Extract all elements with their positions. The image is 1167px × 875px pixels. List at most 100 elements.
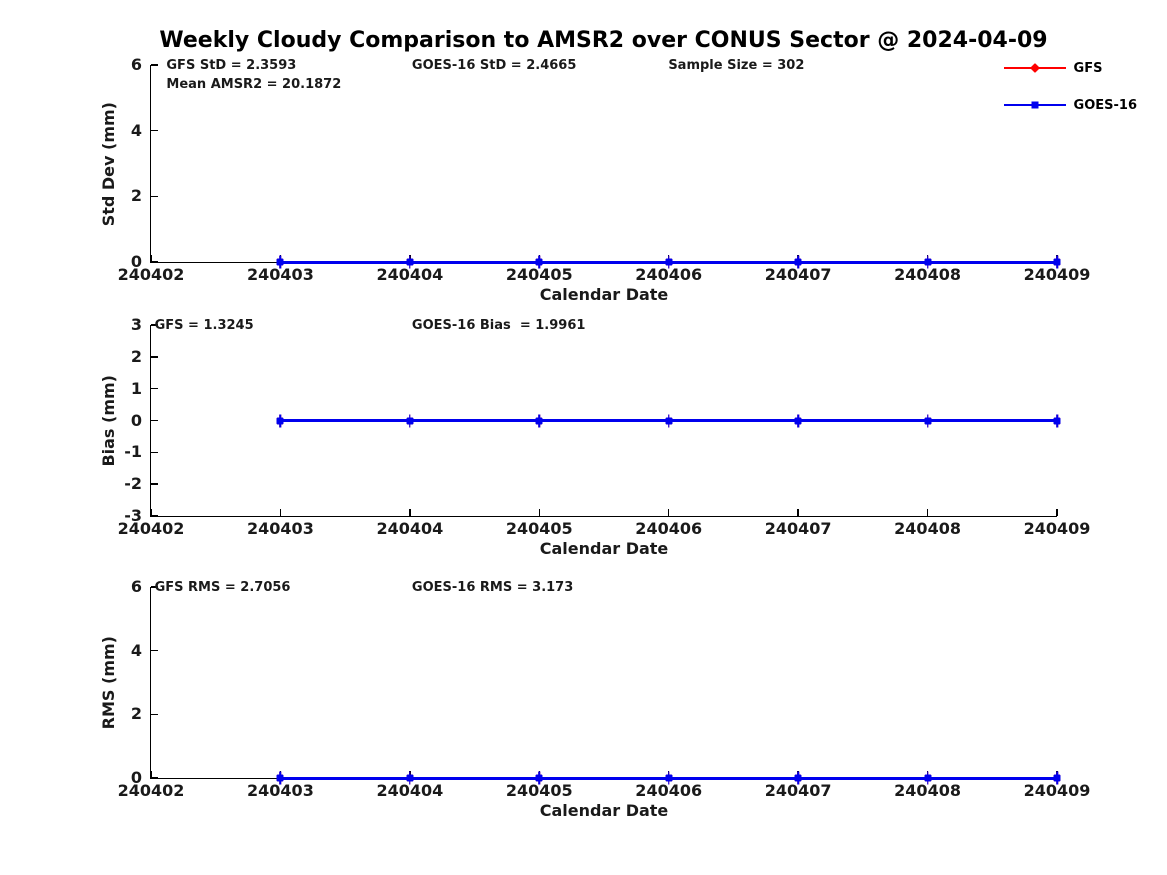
x-tick-label: 240403 bbox=[247, 781, 314, 800]
x-tick-label: 240406 bbox=[635, 265, 703, 284]
data-point-marker bbox=[276, 258, 284, 266]
legend-label-gfs: GFS bbox=[1073, 60, 1103, 76]
x-tick bbox=[797, 509, 799, 516]
subplot-rms: RMS (mm) 0 2 4 6 240402 240403 240404 240405 240… bbox=[99, 579, 1091, 821]
y-tick-label: 0 bbox=[130, 410, 142, 430]
y-tick bbox=[151, 586, 158, 588]
x-tick bbox=[150, 255, 152, 262]
x-tick-label: 240405 bbox=[505, 781, 573, 800]
subplot-std-dev: Std Dev (mm) 0 2 4 6 240402 240403 240404 24040… bbox=[99, 57, 1091, 305]
y-tick bbox=[151, 64, 158, 66]
y-tick bbox=[151, 356, 158, 358]
y-tick bbox=[151, 387, 158, 390]
y-tick bbox=[151, 324, 158, 326]
x-tick-label: 240407 bbox=[764, 781, 832, 800]
goes16-legend-line-icon bbox=[1003, 101, 1066, 109]
x-tick bbox=[150, 771, 152, 778]
data-point-marker bbox=[794, 417, 802, 424]
x-tick-label: 240402 bbox=[117, 265, 185, 284]
data-point-marker bbox=[535, 774, 543, 782]
x-tick-label: 240405 bbox=[505, 519, 573, 538]
y-tick-label: -1 bbox=[124, 442, 142, 462]
legend: GFS GOES-16 bbox=[1003, 58, 1137, 132]
stat-annotation: Mean AMSR2 = 20.1872 bbox=[166, 77, 342, 92]
plot-area: 3 2 1 0 -1 -2 -3 240402 240403 240404 240405 240406… bbox=[118, 317, 1091, 559]
data-point-marker bbox=[406, 774, 414, 782]
y-tick bbox=[151, 419, 158, 422]
subplot-bias: Bias (mm) 3 2 1 0 -1 -2 -3 240402 240403 240404 24… bbox=[99, 317, 1091, 559]
legend-label-goes16: GOES-16 bbox=[1073, 97, 1137, 113]
x-tick-label: 240402 bbox=[117, 519, 185, 538]
x-tick bbox=[150, 509, 152, 516]
y-tick bbox=[151, 451, 158, 454]
data-point-marker bbox=[1053, 258, 1061, 266]
x-tick-label: 240406 bbox=[635, 519, 703, 538]
x-tick bbox=[1056, 509, 1058, 516]
y-tick-label: -3 bbox=[124, 506, 142, 525]
gfs-legend-line-icon bbox=[1003, 63, 1066, 73]
y-axis-title: RMS (mm) bbox=[98, 636, 118, 730]
data-point-marker bbox=[665, 258, 673, 266]
x-tick-label: 240403 bbox=[247, 265, 314, 284]
data-point-marker bbox=[924, 774, 932, 782]
y-tick bbox=[151, 713, 158, 716]
stat-annotation: GFS = 1.3245 bbox=[154, 318, 254, 333]
y-tick-label: 0 bbox=[130, 252, 142, 271]
data-point-marker bbox=[924, 417, 932, 424]
goes16-square-marker-icon bbox=[1031, 101, 1039, 109]
y-tick bbox=[151, 777, 158, 779]
x-tick-label: 240409 bbox=[1023, 519, 1091, 538]
data-point-marker bbox=[1053, 417, 1061, 424]
plot-area: 0 2 4 6 240402 240403 240404 240405 240406 240407… bbox=[118, 579, 1091, 821]
y-tick bbox=[151, 649, 158, 652]
y-tick-label: 2 bbox=[130, 704, 142, 724]
data-point-marker bbox=[535, 258, 543, 266]
x-tick-label: 240404 bbox=[376, 781, 444, 800]
y-tick-label: 6 bbox=[130, 577, 142, 596]
y-tick-label: 4 bbox=[130, 640, 142, 660]
legend-item-gfs: GFS bbox=[1003, 58, 1137, 78]
legend-item-goes16: GOES-16 bbox=[1003, 95, 1137, 115]
y-tick bbox=[151, 483, 158, 485]
y-tick-label: 2 bbox=[130, 346, 142, 366]
y-tick bbox=[151, 515, 158, 517]
stat-annotation: GFS StD = 2.3593 bbox=[166, 58, 297, 73]
x-tick-label: 240409 bbox=[1023, 781, 1091, 800]
x-tick-label: 240408 bbox=[894, 781, 961, 800]
y-tick-label: 1 bbox=[130, 378, 142, 398]
y-tick-label: 6 bbox=[130, 55, 142, 74]
data-point-marker bbox=[924, 258, 932, 266]
x-tick-label: 240404 bbox=[376, 265, 444, 284]
y-tick-label: 0 bbox=[130, 768, 142, 787]
stat-annotation: GFS RMS = 2.7056 bbox=[154, 580, 291, 595]
data-point-marker bbox=[665, 417, 673, 424]
plot-area: 0 2 4 6 240402 240403 240404 240405 240406 240407… bbox=[118, 57, 1091, 305]
x-axis-title: Calendar Date bbox=[539, 285, 669, 304]
x-tick-label: 240404 bbox=[376, 519, 444, 538]
x-tick bbox=[926, 509, 929, 516]
data-point-marker bbox=[665, 774, 673, 782]
x-tick-label: 240402 bbox=[117, 781, 185, 800]
x-tick bbox=[279, 509, 282, 516]
y-tick-label: -2 bbox=[124, 474, 142, 494]
x-tick bbox=[538, 509, 541, 516]
x-tick-label: 240407 bbox=[764, 265, 832, 284]
x-axis-title: Calendar Date bbox=[539, 801, 669, 820]
stat-annotation: Sample Size = 302 bbox=[668, 58, 805, 73]
x-tick-label: 240406 bbox=[635, 781, 703, 800]
x-tick-label: 240407 bbox=[764, 519, 832, 538]
data-point-marker bbox=[276, 417, 284, 424]
x-axis-title: Calendar Date bbox=[539, 539, 669, 558]
data-point-marker bbox=[406, 417, 414, 424]
y-tick bbox=[151, 261, 158, 263]
x-tick-label: 240409 bbox=[1023, 265, 1091, 284]
data-point-marker bbox=[794, 774, 802, 782]
y-tick-label: 2 bbox=[130, 186, 142, 206]
y-tick bbox=[151, 195, 158, 198]
x-tick bbox=[409, 509, 411, 516]
data-point-marker bbox=[276, 774, 284, 782]
x-tick-label: 240408 bbox=[894, 519, 961, 538]
chart-title: Weekly Cloudy Comparison to AMSR2 over C… bbox=[159, 28, 1048, 53]
y-tick-label: 4 bbox=[130, 120, 142, 140]
y-axis-title: Std Dev (mm) bbox=[98, 101, 118, 227]
